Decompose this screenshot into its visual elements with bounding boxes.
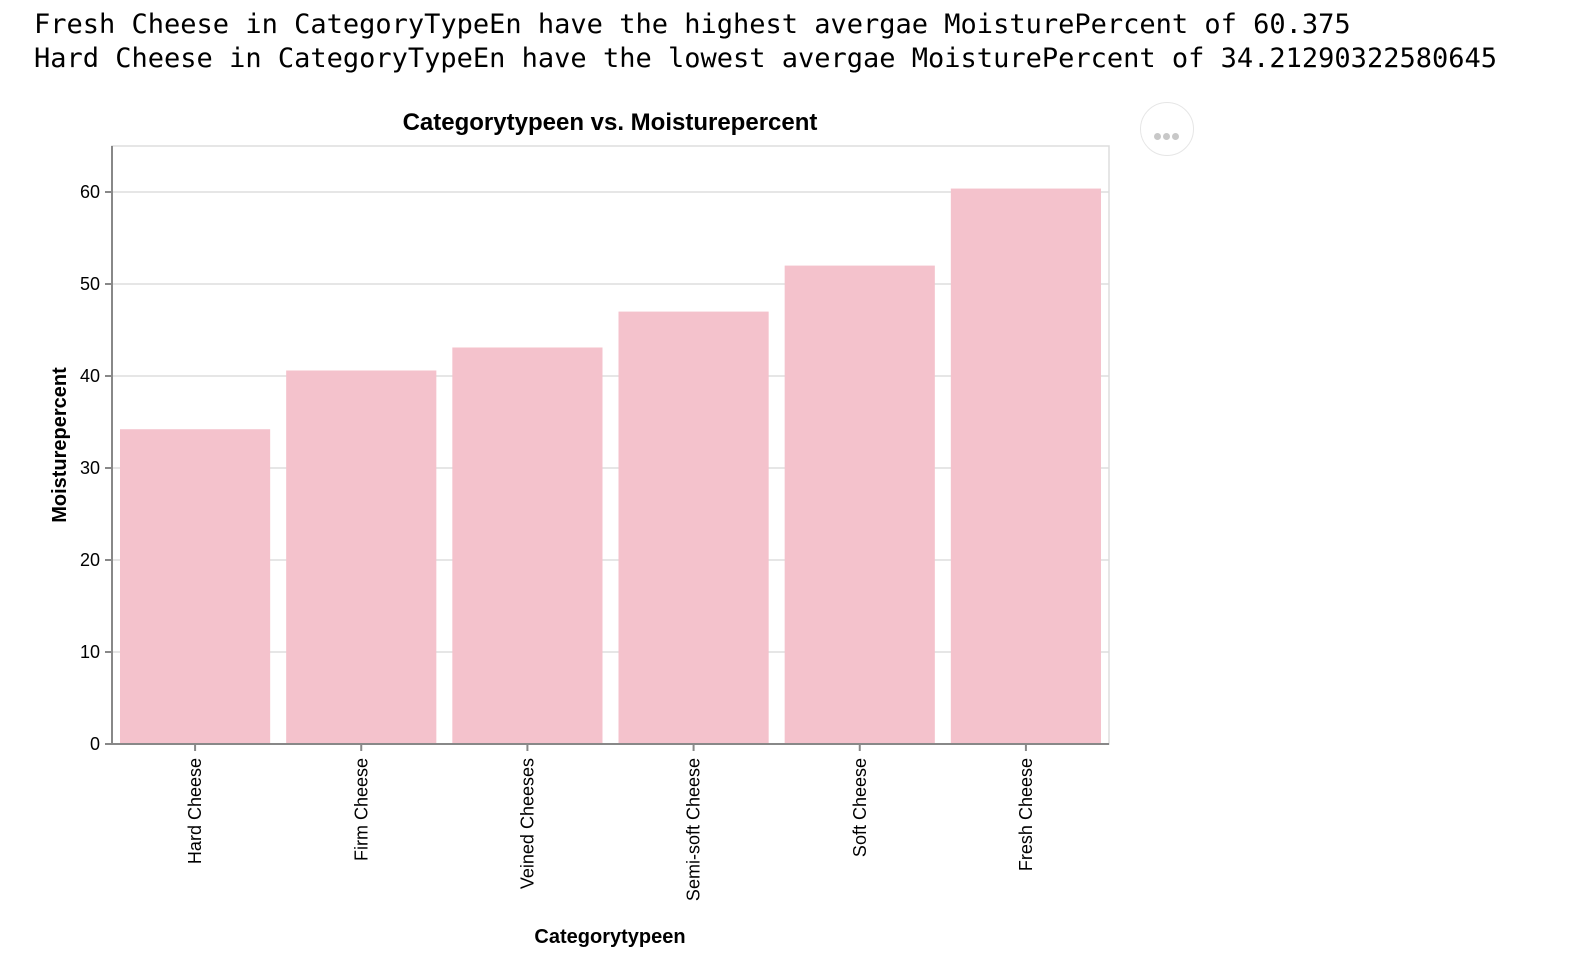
y-axis: 0 10 20 30 40 50 60 (80, 146, 113, 754)
ellipsis-icon (1154, 127, 1181, 145)
y-axis-title: Moisturepercent (49, 367, 71, 523)
x-tick-label: Semi-soft Cheese (684, 758, 704, 901)
summary-line-lowest: Hard Cheese in CategoryTypeEn have the l… (34, 43, 1497, 74)
bar-firm-cheese (286, 370, 437, 744)
x-axis: Hard Cheese Firm Cheese Veined Cheeses Semi… (112, 743, 1109, 901)
bar-hard-cheese (120, 429, 271, 744)
bar-fresh-cheese (950, 188, 1101, 745)
y-tick-label: 40 (80, 366, 100, 386)
x-tick-label: Firm Cheese (351, 758, 371, 861)
x-axis-title: Categorytypeen (534, 926, 685, 948)
chart-title: Categorytypeen vs. Moisturepercent (403, 109, 818, 136)
x-tick-label: Hard Cheese (185, 758, 205, 864)
summary-line-highest: Fresh Cheese in CategoryTypeEn have the … (34, 9, 1351, 40)
y-tick-label: 50 (80, 274, 100, 294)
x-tick-label: Veined Cheeses (517, 758, 537, 889)
y-tick-label: 60 (80, 182, 100, 202)
x-tick-label: Fresh Cheese (1016, 758, 1036, 871)
y-tick-label: 20 (80, 550, 100, 570)
summary-text: Fresh Cheese in CategoryTypeEn have the … (34, 8, 1497, 76)
grid-lines (112, 191, 1109, 653)
y-tick-label: 30 (80, 458, 100, 478)
y-tick-label: 0 (90, 734, 100, 754)
y-tick-label: 10 (80, 642, 100, 662)
bar-semi-soft-cheese (618, 311, 769, 744)
bars (120, 188, 1101, 745)
bar-soft-cheese (784, 265, 935, 744)
bar-veined-cheeses (452, 347, 603, 744)
chart-actions-menu-button[interactable] (1140, 102, 1194, 156)
x-tick-label: Soft Cheese (850, 758, 870, 857)
